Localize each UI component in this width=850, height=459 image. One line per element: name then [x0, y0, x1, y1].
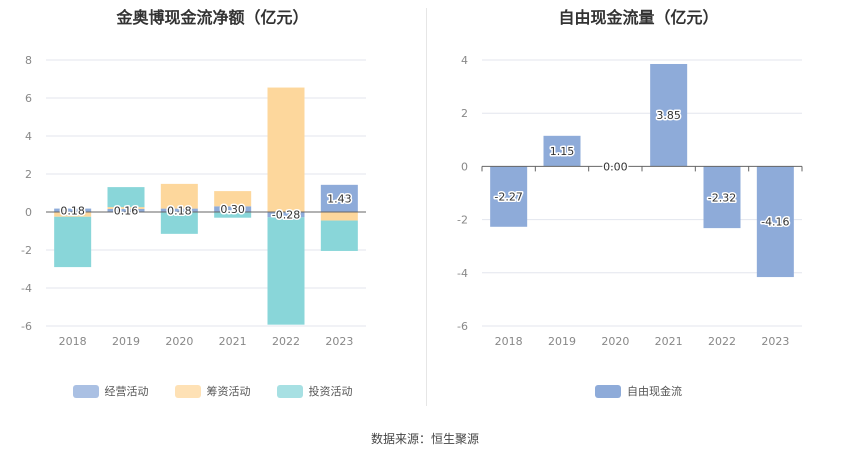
y-tick-label: -4: [21, 282, 32, 295]
x-tick-label: 2023: [761, 335, 789, 348]
chart-title-net-cash-flow: 金奥博现金流净额（亿元）: [116, 8, 309, 27]
y-tick-label: 2: [461, 107, 468, 120]
x-tick-label: 2019: [548, 335, 576, 348]
x-tick-label: 2020: [165, 335, 193, 348]
legend-item-自由现金流[interactable]: 自由现金流: [595, 383, 682, 399]
legend-label: 自由现金流: [627, 385, 682, 398]
data-source-note: 数据来源：恒生聚源: [370, 432, 479, 446]
y-tick-label: 0: [25, 206, 32, 219]
x-tick-label: 2023: [325, 335, 353, 348]
legend-swatch: [72, 384, 99, 398]
bar-筹资活动-2023[interactable]: [320, 212, 358, 221]
bar-经营活动-2018[interactable]: [54, 208, 92, 212]
y-tick-label: -4: [457, 267, 468, 280]
legend-swatch: [174, 384, 201, 398]
bar-筹资活动-2021[interactable]: [214, 191, 252, 207]
y-tick-label: 6: [25, 92, 32, 105]
free-cash-flow-chart: 自由现金流量（亿元） -6 -4 -2 0 2 4 2018 2019 2020 2021 2022…: [427, 0, 850, 410]
y-tick-label: 4: [25, 130, 32, 143]
data-label: -0.28: [272, 209, 300, 222]
data-label: 0.00: [603, 160, 628, 173]
bar-筹资活动-2020[interactable]: [160, 183, 198, 209]
chart-title-free-cash-flow: 自由现金流量（亿元）: [558, 8, 719, 27]
bar-筹资活动-2019[interactable]: [107, 207, 145, 209]
legend-item-筹资活动[interactable]: 筹资活动: [174, 383, 251, 399]
legend-net-cash-flow: 经营活动 筹资活动 投资活动: [0, 383, 425, 399]
legend-label: 经营活动: [104, 385, 149, 398]
y-tick-label: -6: [457, 320, 468, 333]
x-tick-label: 2019: [112, 335, 140, 348]
data-label: 0.18: [167, 204, 192, 217]
free-cash-flow-plot: -6 -4 -2 0 2 4 2018 2019 2020 2021 2022 2023 -2.27 1.…: [457, 54, 803, 348]
y-tick-label: -2: [21, 244, 32, 257]
legend-free-cash-flow: 自由现金流: [427, 383, 850, 399]
data-label: 3.85: [656, 109, 681, 122]
bar-经营活动-2021[interactable]: [214, 206, 252, 212]
bar-自由现金流-2019[interactable]: [543, 135, 581, 167]
bar-经营活动-2019[interactable]: [107, 208, 145, 212]
bar-投资活动-2022[interactable]: [267, 217, 305, 325]
data-label: 0.16: [114, 204, 139, 217]
data-label: 0.30: [220, 203, 245, 216]
data-label: 1.15: [550, 145, 575, 158]
y-tick-label: 8: [25, 54, 32, 67]
x-tick-label: 2021: [219, 335, 247, 348]
net-cash-flow-plot: -6 -4 -2 0 2 4 6 8 2018 2019 2020 2021 2022 2023 0.18 0…: [21, 54, 366, 348]
legend-item-经营活动[interactable]: 经营活动: [72, 383, 149, 399]
legend-label: 投资活动: [308, 385, 353, 398]
data-label: -2.27: [494, 191, 522, 204]
bar-经营活动-2022[interactable]: [267, 212, 305, 218]
y-tick-label: 4: [461, 54, 468, 67]
x-tick-label: 2018: [495, 335, 523, 348]
legend-swatch: [595, 384, 621, 398]
bar-筹资活动-2018[interactable]: [54, 212, 92, 217]
bar-经营活动-2020[interactable]: [160, 208, 198, 212]
bar-投资活动-2023[interactable]: [320, 220, 358, 251]
y-tick-label: -2: [457, 214, 468, 227]
x-tick-label: 2022: [272, 335, 300, 348]
y-tick-label: -6: [21, 320, 32, 333]
net-cash-flow-chart: 金奥博现金流净额（亿元） -6 -4 -2 0 2 4 6 8 2018 2019 2020 2021…: [0, 0, 425, 410]
legend-swatch: [276, 384, 303, 398]
bar-投资活动-2021[interactable]: [214, 212, 252, 218]
panel-divider: [426, 8, 427, 406]
y-tick-label: 2: [25, 168, 32, 181]
bar-筹资活动-2022[interactable]: [267, 87, 305, 212]
data-label: -2.32: [708, 191, 736, 204]
legend-label: 筹资活动: [206, 385, 251, 398]
bar-自由现金流-2021[interactable]: [650, 63, 688, 167]
x-tick-label: 2018: [59, 335, 87, 348]
x-tick-label: 2022: [708, 335, 736, 348]
bar-投资活动-2019[interactable]: [107, 187, 145, 208]
x-tick-label: 2020: [601, 335, 629, 348]
data-label: 1.43: [327, 192, 352, 205]
y-tick-label: 0: [461, 160, 468, 173]
bar-投资活动-2018[interactable]: [54, 216, 92, 268]
bar-自由现金流-2023[interactable]: [756, 166, 794, 278]
data-label: 0.18: [60, 204, 85, 217]
bar-投资活动-2020[interactable]: [160, 212, 198, 234]
bar-经营活动-2023[interactable]: [320, 184, 358, 212]
bar-自由现金流-2022[interactable]: [703, 166, 741, 229]
x-tick-label: 2021: [655, 335, 683, 348]
legend-item-投资活动[interactable]: 投资活动: [276, 383, 353, 399]
bar-自由现金流-2018[interactable]: [490, 166, 528, 227]
data-label: -4.16: [761, 216, 789, 229]
